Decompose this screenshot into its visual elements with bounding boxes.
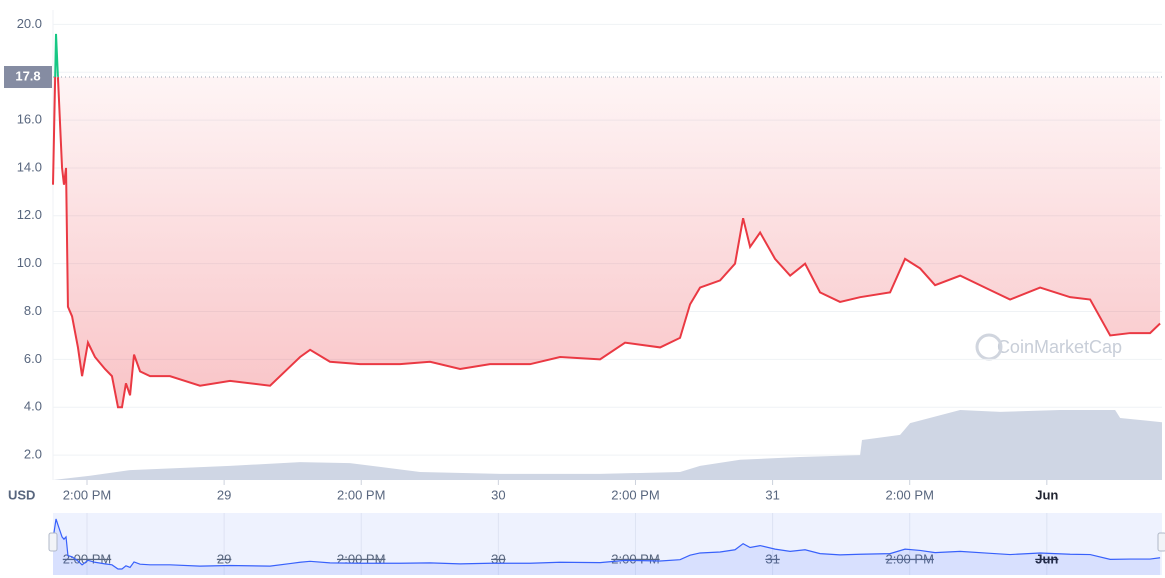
- y-tick-label: 20.0: [17, 16, 42, 31]
- navigator-tick-label: 31: [765, 551, 779, 566]
- x-tick-label: Jun: [1035, 487, 1058, 502]
- volume-area: [53, 409, 1162, 480]
- navigator-tick-label: 2:00 PM: [885, 551, 933, 566]
- y-tick-label: 14.0: [17, 159, 42, 174]
- reference-label: 17.8: [15, 68, 40, 83]
- x-tick-label: 2:00 PM: [337, 487, 385, 502]
- y-axis-label: USD: [8, 487, 35, 502]
- x-tick-label: 30: [491, 487, 505, 502]
- navigator-tick-label: Jun: [1035, 551, 1058, 566]
- y-tick-label: 2.0: [24, 447, 42, 462]
- x-tick-label: 2:00 PM: [885, 487, 933, 502]
- x-tick-label: 2:00 PM: [611, 487, 659, 502]
- x-tick-label: 31: [765, 487, 779, 502]
- y-tick-label: 6.0: [24, 351, 42, 366]
- price-area: [53, 33, 1161, 408]
- y-tick-label: 12.0: [17, 207, 42, 222]
- reference-badge: [4, 66, 52, 89]
- navigator-handle[interactable]: [48, 532, 58, 552]
- y-tick-label: 4.0: [24, 399, 42, 414]
- y-tick-label: 8.0: [24, 303, 42, 318]
- navigator-handle[interactable]: [1157, 532, 1165, 552]
- navigator-background: [53, 513, 1162, 575]
- price-line: [52, 77, 1161, 409]
- y-tick-label: 10.0: [17, 255, 42, 270]
- x-tick-label: 2:00 PM: [63, 487, 111, 502]
- navigator-area: [53, 519, 1161, 575]
- watermark: CoinMarketCap: [997, 337, 1122, 357]
- navigator-tick-label: 29: [217, 551, 231, 566]
- y-tick-label: 16.0: [17, 112, 42, 127]
- navigator-tick-label: 2:00 PM: [611, 551, 659, 566]
- x-tick-label: 29: [217, 487, 231, 502]
- navigator-line: [52, 518, 1161, 570]
